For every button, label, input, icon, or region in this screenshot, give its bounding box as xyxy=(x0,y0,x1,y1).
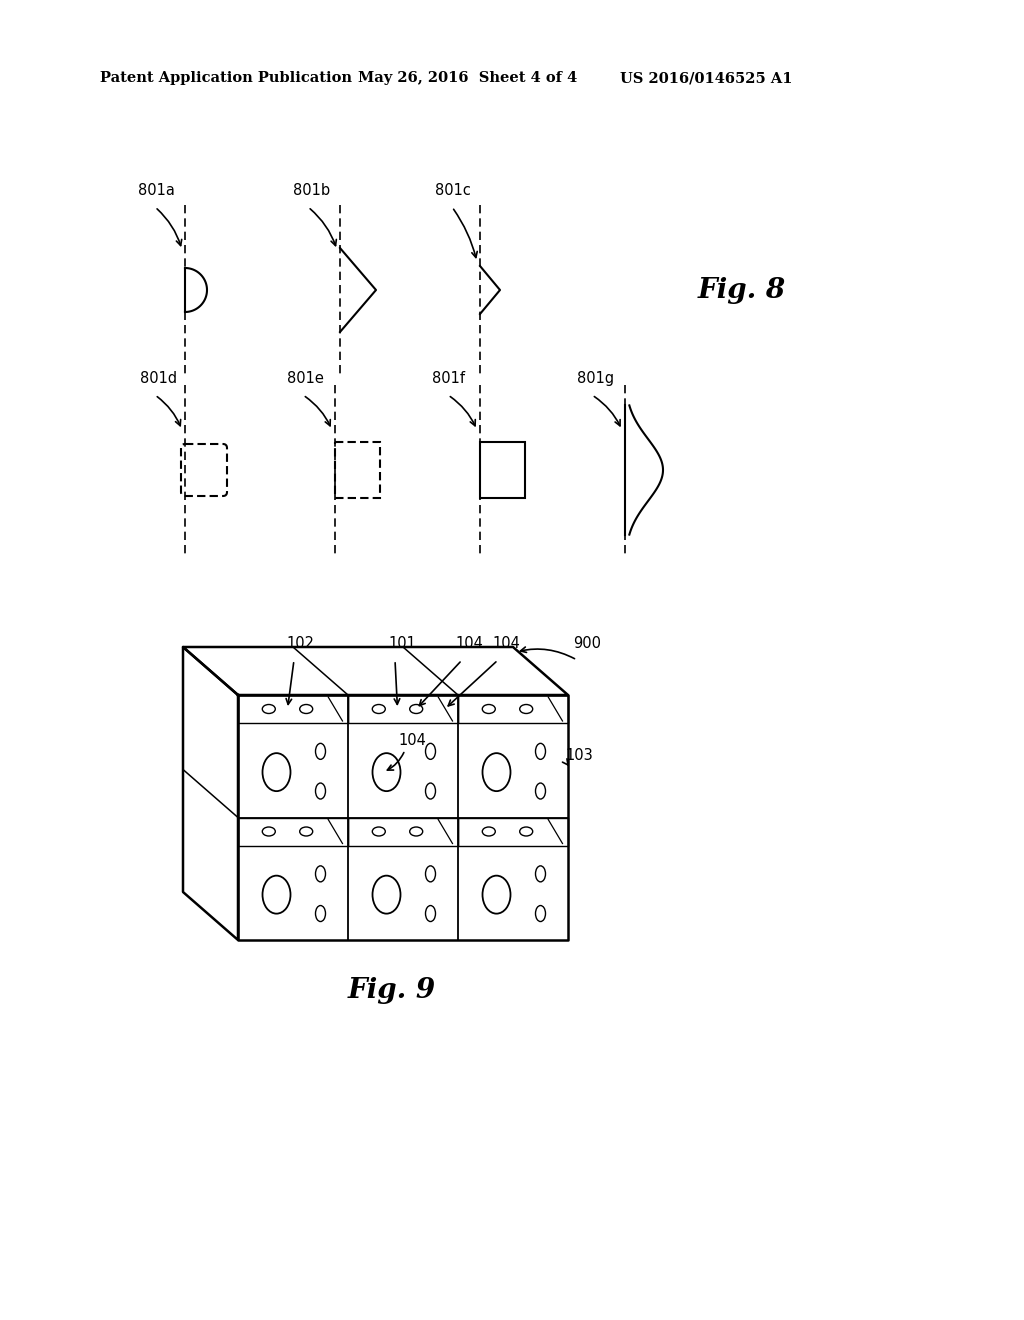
Text: 104: 104 xyxy=(492,636,520,651)
Bar xyxy=(480,442,525,498)
Text: US 2016/0146525 A1: US 2016/0146525 A1 xyxy=(620,71,793,84)
Text: 104: 104 xyxy=(398,733,426,748)
Text: Patent Application Publication: Patent Application Publication xyxy=(100,71,352,84)
Text: Fig. 9: Fig. 9 xyxy=(348,977,436,1003)
Text: 801g: 801g xyxy=(577,371,614,385)
Text: 102: 102 xyxy=(286,636,314,651)
Text: 801f: 801f xyxy=(432,371,465,385)
Text: 801b: 801b xyxy=(293,183,330,198)
Text: Fig. 8: Fig. 8 xyxy=(698,276,786,304)
Text: 101: 101 xyxy=(388,636,416,651)
Text: 801d: 801d xyxy=(140,371,177,385)
Text: 103: 103 xyxy=(565,748,593,763)
Text: 801c: 801c xyxy=(435,183,471,198)
Text: 801e: 801e xyxy=(287,371,324,385)
Text: 801a: 801a xyxy=(138,183,175,198)
Text: May 26, 2016  Sheet 4 of 4: May 26, 2016 Sheet 4 of 4 xyxy=(358,71,578,84)
Text: 104: 104 xyxy=(455,636,483,651)
Bar xyxy=(335,442,380,498)
Text: 900: 900 xyxy=(573,636,601,651)
